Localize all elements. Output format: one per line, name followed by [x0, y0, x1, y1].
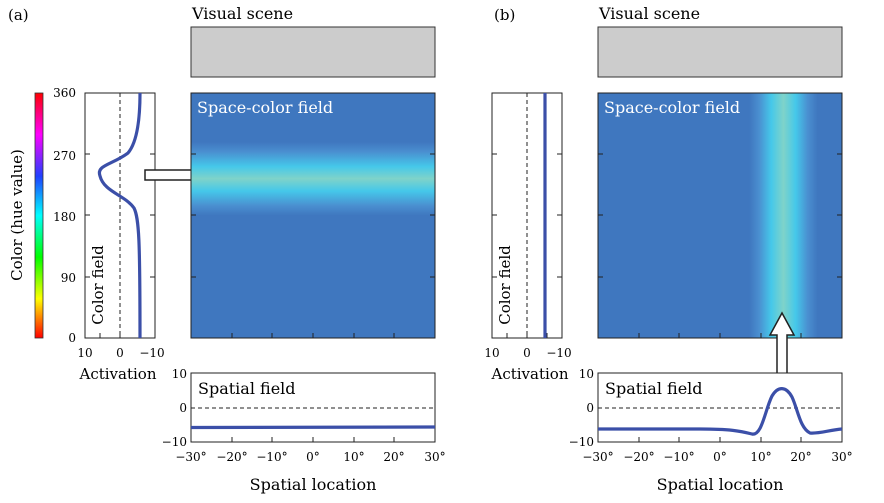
panel-b-spatial-tick-neg20: −20° — [623, 450, 654, 464]
panel-a-activation-label: Activation — [79, 365, 157, 383]
panel-b-act-tick-0: 0 — [523, 346, 531, 360]
panel-b-spatial-act-0: 0 — [586, 401, 594, 415]
panel-a-visual-scene — [190, 26, 436, 78]
panel-b-visual-scene-title: Visual scene — [598, 4, 700, 23]
panel-a-color-activation-curve — [97, 92, 142, 339]
panel-a-spatial-activation-curve — [190, 425, 436, 430]
panel-b-activation-label: Activation — [491, 365, 569, 383]
panel-a-space-color-field — [190, 92, 436, 339]
color-tick-360: 360 — [53, 86, 76, 100]
panel-a-label: (a) — [8, 6, 29, 24]
panel-a-spatial-field-label: Spatial field — [198, 379, 296, 398]
panel-b-spatial-act-neg10: −10 — [569, 435, 594, 449]
panel-b-space-color-field-label: Space-color field — [604, 98, 740, 117]
panel-b-color-field-label: Color field — [496, 245, 514, 325]
panel-a-color-field-label: Color field — [89, 245, 107, 325]
panel-a-visual-scene-title: Visual scene — [191, 4, 293, 23]
panel-b-spatial-tick-20: 20° — [790, 450, 811, 464]
panel-a-spatial-tick-neg20: −20° — [216, 450, 247, 464]
panel-b-spatial-tick-30: 30° — [831, 450, 852, 464]
panel-b-space-color-field — [597, 92, 843, 339]
panel-b-label: (b) — [494, 6, 515, 24]
panel-b-spatial-tick-10: 10° — [750, 450, 771, 464]
panel-a-spatial-axis-label: Spatial location — [250, 475, 377, 494]
panel-b-spatial-tick-0: 0° — [713, 450, 727, 464]
panel-a-spatial-act-10: 10 — [172, 367, 187, 381]
panel-a-spatial-act-0: 0 — [179, 401, 187, 415]
panel-b-spatial-field-label: Spatial field — [605, 379, 703, 398]
color-tick-0: 0 — [68, 331, 76, 345]
color-axis-label: Color (hue value) — [8, 149, 26, 281]
color-tick-180: 180 — [53, 210, 76, 224]
panel-b-visual-scene — [597, 26, 843, 78]
panel-b-spatial-activation-curve — [598, 387, 843, 436]
panel-b-spatial-tick-neg30: −30° — [582, 450, 613, 464]
panel-a-spatial-tick-neg10: −10° — [256, 450, 287, 464]
panel-a-spatial-tick-20: 20° — [383, 450, 404, 464]
panel-b-spatial-act-10: 10 — [579, 367, 594, 381]
panel-b-spatial-axis-label: Spatial location — [657, 475, 784, 494]
panel-b-act-tick-10: 10 — [484, 346, 499, 360]
panel-a-spatial-tick-30: 30° — [424, 450, 445, 464]
panel-a-space-color-field-label: Space-color field — [197, 98, 333, 117]
color-tick-90: 90 — [61, 271, 76, 285]
panel-a-act-tick-neg10: −10 — [139, 346, 164, 360]
panel-b-act-tick-neg10: −10 — [546, 346, 571, 360]
panel-a-spatial-tick-neg30: −30° — [175, 450, 206, 464]
color-tick-270: 270 — [53, 149, 76, 163]
panel-a-act-tick-10: 10 — [77, 346, 92, 360]
panel-a-spatial-tick-0: 0° — [306, 450, 320, 464]
panel-a-act-tick-0: 0 — [116, 346, 124, 360]
panel-a-spatial-act-neg10: −10 — [162, 435, 187, 449]
panel-b-spatial-tick-neg10: −10° — [663, 450, 694, 464]
panel-a-spatial-tick-10: 10° — [343, 450, 364, 464]
hue-colorbar — [34, 92, 44, 339]
